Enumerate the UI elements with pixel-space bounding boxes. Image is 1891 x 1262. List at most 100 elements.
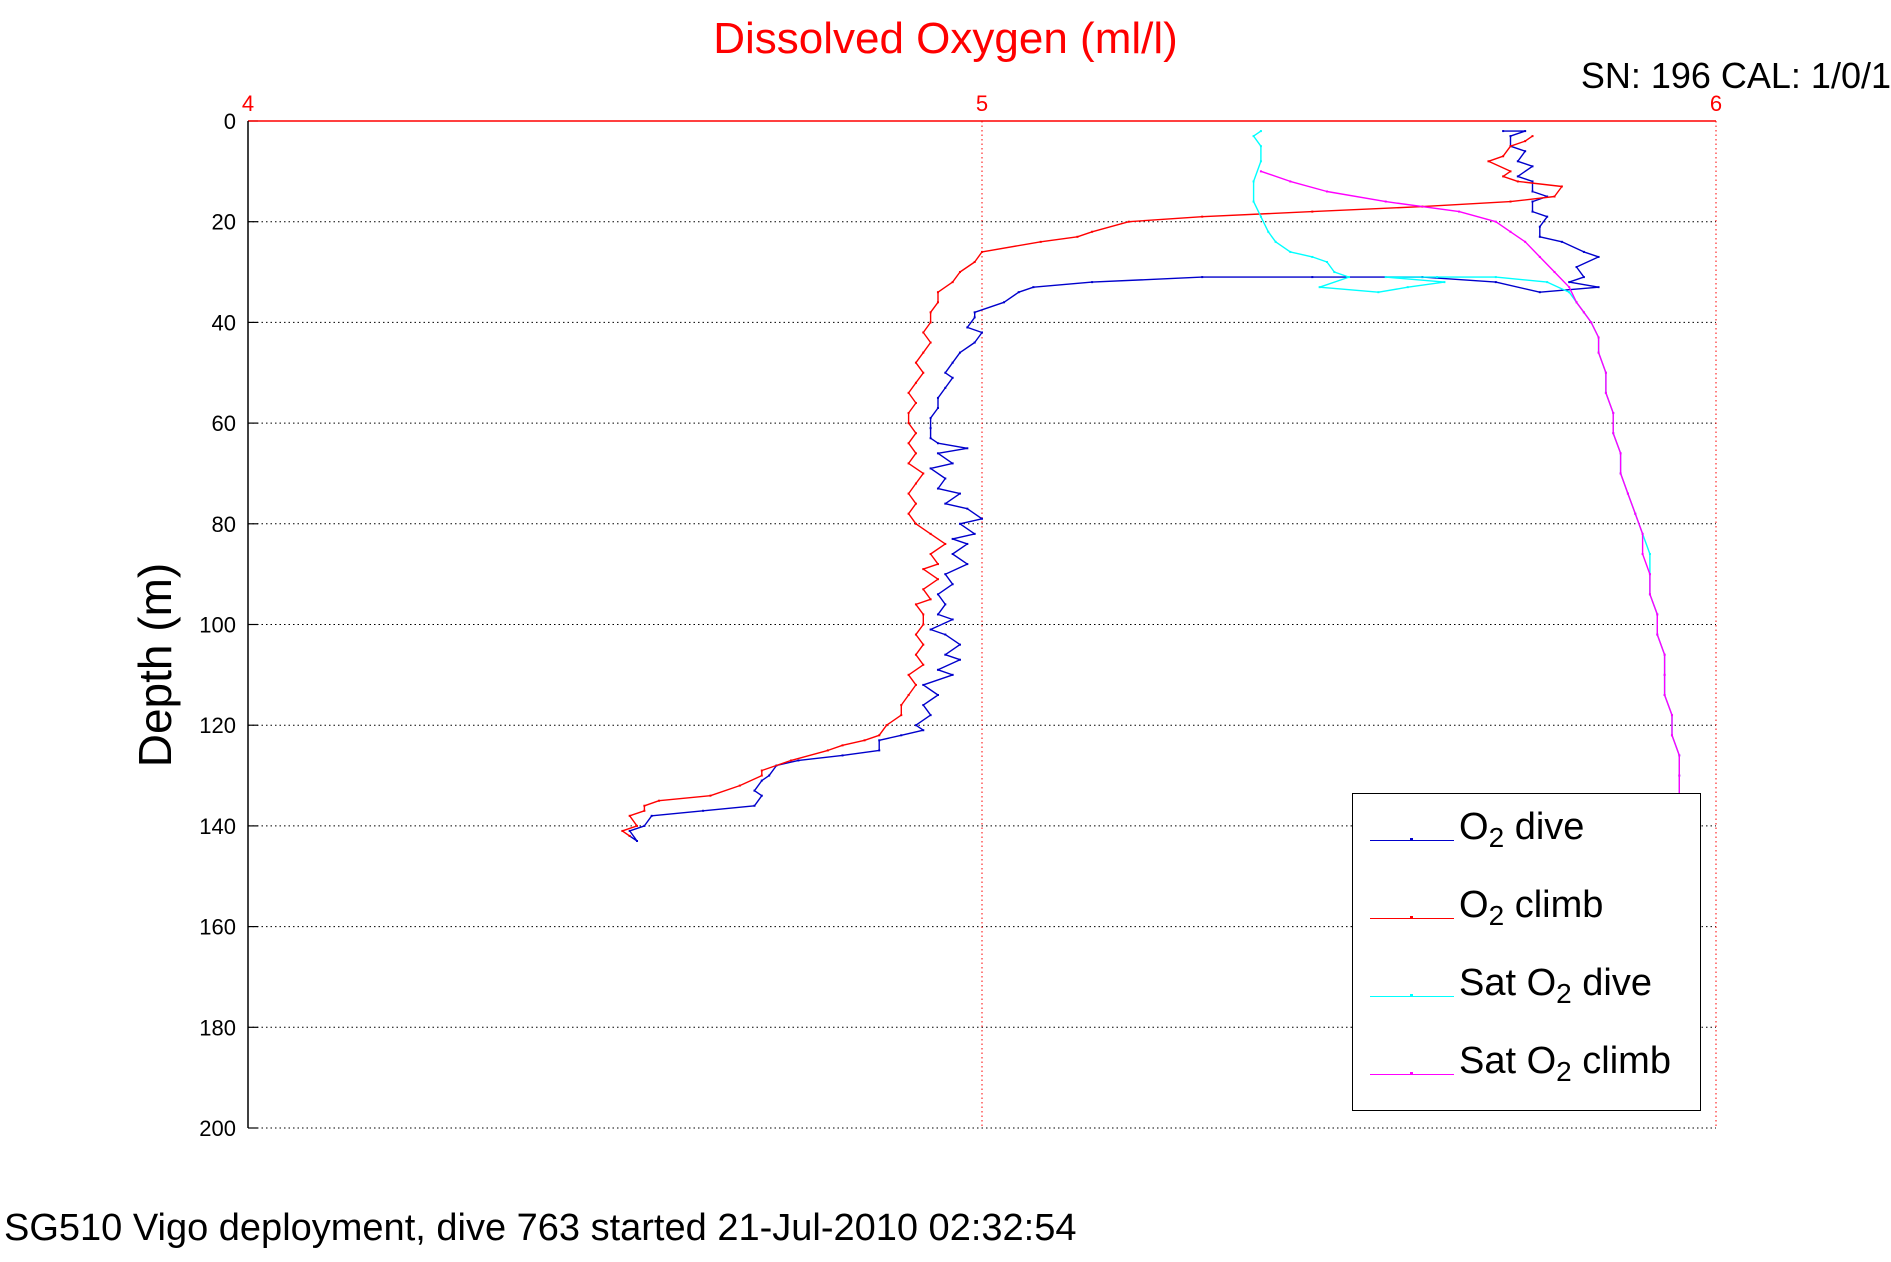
data-point-o2-dive [1546,195,1549,198]
data-point-o2-dive [929,437,932,440]
data-point-o2-climb [658,799,661,802]
data-point-o2-climb [1487,160,1490,163]
data-point-o2-dive [1502,130,1505,133]
data-point-o2-dive [841,754,844,757]
data-point-sat-o2-dive [1259,160,1262,163]
data-point-o2-dive [1597,286,1600,289]
y-tick-label: 0 [224,109,236,134]
data-point-o2-dive [966,326,969,329]
data-point-o2-climb [1509,145,1512,148]
series-line-o2-climb [621,135,1563,837]
data-point-o2-dive [650,814,653,817]
data-point-o2-dive [753,789,756,792]
data-point-o2-climb [885,724,888,727]
data-point-o2-dive [1003,301,1006,304]
data-point-o2-climb [907,693,910,696]
data-point-sat-o2-dive [1406,286,1409,289]
legend-label-sat-o2-climb: Sat O2 climb [1459,1040,1671,1087]
data-point-o2-dive [922,683,925,686]
data-point-o2-dive [1531,180,1534,183]
data-point-o2-dive [958,643,961,646]
data-point-o2-climb [863,739,866,742]
data-point-o2-climb [914,653,917,656]
data-point-sat-o2-dive [1325,260,1328,263]
data-point-sat-o2-climb [1619,452,1622,455]
data-point-sat-o2-dive [1648,553,1651,556]
data-point-o2-dive [1509,135,1512,138]
data-point-sat-o2-dive [1318,286,1321,289]
data-point-o2-climb [1311,210,1314,213]
legend-item-o2-dive: O2 dive [1353,798,1700,858]
data-point-sat-o2-dive [1252,200,1255,203]
data-point-o2-dive [1538,225,1541,228]
chart-title: Dissolved Oxygen (ml/l) [713,14,1178,63]
data-point-o2-climb [1091,230,1094,233]
y-tick-label: 20 [212,210,236,235]
data-point-o2-climb [951,281,954,284]
data-point-sat-o2-climb [1494,220,1497,223]
data-point-o2-dive [936,593,939,596]
data-point-sat-o2-dive [1377,291,1380,294]
data-point-o2-climb [1502,175,1505,178]
data-point-o2-climb [973,260,976,263]
data-point-o2-climb [914,522,917,525]
data-point-o2-climb [1524,140,1527,143]
data-point-sat-o2-dive [1252,180,1255,183]
data-point-o2-climb [1560,185,1563,188]
y-tick-label: 200 [199,1116,236,1141]
data-point-o2-dive [1032,286,1035,289]
data-point-o2-dive [1538,291,1541,294]
data-point-o2-climb [922,663,925,666]
data-point-o2-dive [929,417,932,420]
data-point-o2-climb [929,311,932,314]
data-point-o2-dive [936,442,939,445]
data-point-o2-climb [621,829,624,832]
legend-label-o2-dive: O2 dive [1459,806,1585,853]
data-point-sat-o2-dive [1259,145,1262,148]
data-point-o2-climb [1509,170,1512,173]
data-point-o2-dive [936,487,939,490]
data-point-o2-climb [1076,235,1079,238]
data-point-o2-dive [1311,276,1314,279]
x-tick-label: 5 [976,91,988,116]
data-point-o2-dive [636,840,639,843]
data-point-o2-dive [929,628,932,631]
data-point-o2-climb [907,462,910,465]
data-point-o2-dive [760,794,763,797]
data-point-o2-climb [936,291,939,294]
y-tick-label: 180 [199,1015,236,1040]
data-point-o2-dive [922,729,925,732]
data-point-sat-o2-climb [1612,412,1615,415]
data-point-o2-climb [929,321,932,324]
data-point-sat-o2-climb [1509,230,1512,233]
data-point-sat-o2-dive [1348,276,1350,279]
data-point-o2-dive [958,658,961,661]
data-point-o2-climb [628,814,631,817]
data-point-sat-o2-climb [1626,492,1629,495]
data-point-o2-climb [907,673,910,676]
data-point-sat-o2-climb [1619,472,1622,475]
data-point-sat-o2-climb [1538,255,1541,258]
data-point-o2-dive [944,502,947,505]
data-point-o2-dive [1568,281,1571,284]
data-point-o2-climb [922,643,925,646]
data-point-sat-o2-climb [1670,714,1673,717]
data-point-o2-dive [1575,266,1578,269]
data-point-sat-o2-dive [1289,250,1292,253]
data-point-o2-dive [973,532,976,535]
data-point-o2-climb [760,769,763,772]
data-point-o2-climb [922,351,925,354]
data-point-o2-dive [929,427,932,430]
data-point-o2-dive [797,759,800,762]
data-point-o2-climb [929,532,932,535]
data-point-o2-climb [981,250,983,253]
data-point-o2-dive [951,583,954,586]
series-line-sat-o2-dive [1252,130,1681,796]
data-point-sat-o2-dive [1274,240,1277,243]
data-point-sat-o2-climb [1458,210,1461,213]
data-point-o2-dive [973,311,976,314]
data-point-sat-o2-dive [1252,135,1255,138]
data-point-sat-o2-climb [1384,200,1387,203]
data-point-sat-o2-dive [1443,281,1446,284]
data-point-o2-climb [907,412,910,415]
